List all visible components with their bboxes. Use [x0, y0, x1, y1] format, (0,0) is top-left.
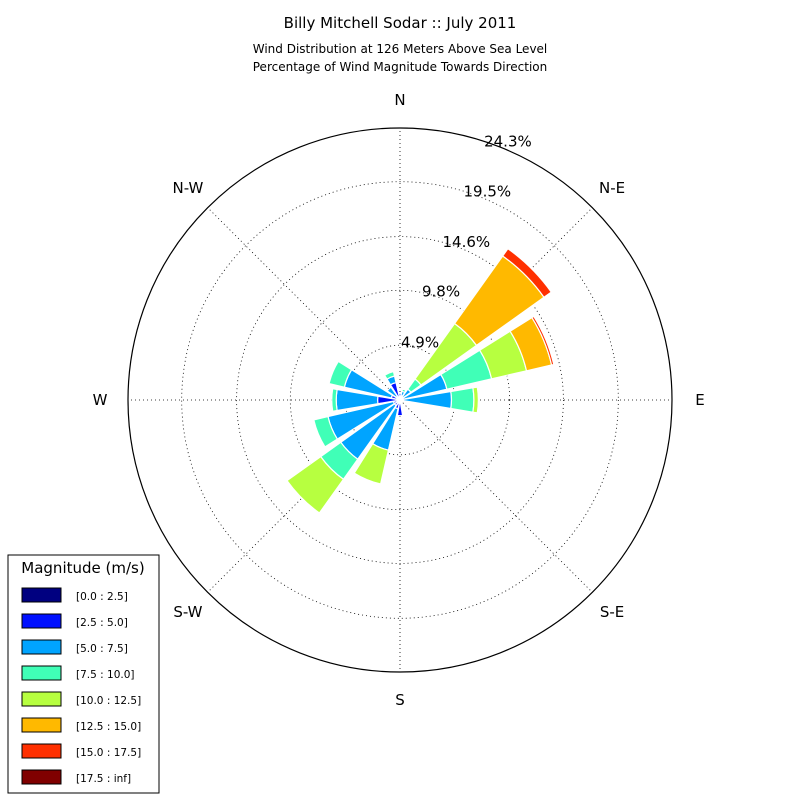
legend-label: [15.0 : 17.5] [76, 747, 141, 759]
radial-ring [289, 289, 511, 511]
windrose-bar-segment [396, 399, 404, 417]
windrose-bar-segment [450, 387, 475, 413]
windrose-bar-segment [531, 315, 555, 366]
radial-tick-label: 19.5% [464, 182, 512, 200]
polar-labels: N N-E E S-E S S-W W N-W 4.9% 9.8% 14.6% 19.5% 24.3% [93, 91, 705, 709]
direction-label: E [695, 391, 704, 409]
sector-bars [286, 247, 555, 514]
legend-label: [2.5 : 5.0] [76, 617, 128, 629]
legend-label: [17.5 : inf] [76, 773, 131, 785]
outer-circle [127, 127, 673, 673]
windrose-bar-segment [286, 455, 345, 514]
windrose-bar-segment [313, 415, 339, 448]
direction-label: N-W [172, 179, 203, 197]
legend-swatch [21, 769, 62, 785]
legend-swatch [21, 691, 62, 707]
direction-label: N-E [599, 179, 625, 197]
radial-gridline [207, 207, 401, 401]
polar-grid [127, 127, 673, 673]
radial-tick-label: 4.9% [401, 333, 439, 351]
legend-label: [7.5 : 10.0] [76, 669, 134, 681]
chart-subtitle-line-1: Wind Distribution at 126 Meters Above Se… [253, 42, 548, 56]
windrose-bar-segment [386, 386, 399, 399]
windrose-bar-segment [353, 442, 390, 485]
windrose-bar-segment [501, 247, 553, 299]
direction-label: S-E [600, 603, 624, 621]
windrose-bar-segment [401, 388, 407, 394]
legend-title: Magnitude (m/s) [21, 559, 144, 577]
radial-tick-label: 14.6% [443, 233, 491, 251]
windrose-bar-segment [472, 386, 479, 414]
legend-label: [0.0 : 2.5] [76, 591, 128, 603]
windrose-bar-segment [331, 388, 338, 412]
legend-label: [5.0 : 7.5] [76, 643, 128, 655]
direction-label: S-W [173, 603, 202, 621]
chart-subtitle-line-2: Percentage of Wind Magnitude Towards Dir… [253, 60, 547, 74]
legend-swatch [21, 665, 62, 681]
legend-label: [12.5 : 15.0] [76, 721, 141, 733]
radial-ring [181, 181, 619, 619]
direction-label: W [93, 391, 108, 409]
radial-tick-label: 24.3% [484, 133, 532, 151]
chart-title: Billy Mitchell Sodar :: July 2011 [284, 14, 517, 32]
legend-swatch [21, 613, 62, 629]
windrose-bar-segment [383, 370, 396, 380]
windrose-bar-segment [328, 360, 353, 388]
direction-label: S [395, 691, 405, 709]
radial-ring [236, 236, 564, 564]
direction-label: N [394, 91, 405, 109]
legend-swatch [21, 717, 62, 733]
radial-tick-label: 9.8% [422, 283, 460, 301]
legend-swatch [21, 639, 62, 655]
legend-swatch [21, 587, 62, 603]
legend: Magnitude (m/s) [0.0 : 2.5] [2.5 : 5.0] [5… [7, 554, 160, 794]
radial-gridline [399, 399, 593, 593]
legend-label: [10.0 : 12.5] [76, 695, 141, 707]
legend-swatch [21, 743, 62, 759]
